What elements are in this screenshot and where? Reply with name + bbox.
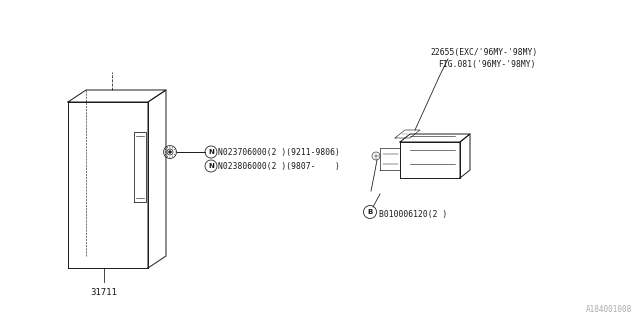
Text: N: N <box>208 149 214 155</box>
Text: FIG.081('96MY-'98MY): FIG.081('96MY-'98MY) <box>438 60 536 68</box>
Text: 22655(EXC/'96MY-'98MY): 22655(EXC/'96MY-'98MY) <box>430 47 537 57</box>
Text: N023706000(2 )(9211-9806): N023706000(2 )(9211-9806) <box>218 148 340 156</box>
Text: N023806000(2 )(9807-    ): N023806000(2 )(9807- ) <box>218 162 340 171</box>
Text: 31711: 31711 <box>91 288 117 297</box>
Circle shape <box>169 151 171 153</box>
Text: B010006120(2 ): B010006120(2 ) <box>379 210 447 219</box>
Text: A184001008: A184001008 <box>586 305 632 314</box>
Text: N: N <box>208 163 214 169</box>
Text: B: B <box>367 209 372 215</box>
